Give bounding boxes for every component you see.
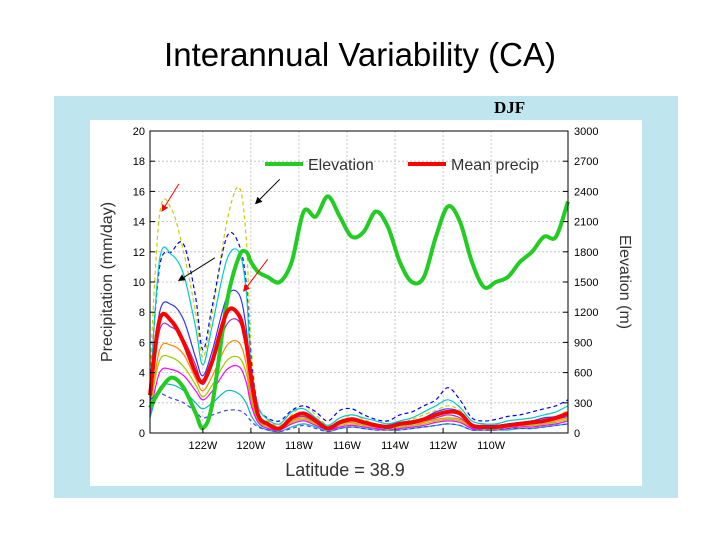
- plot-area: 0 2 4 6 8 10 12 14 16 18 20 0 300 600 900 1200 1500 1800 2…: [90, 120, 642, 486]
- mean-precip-line: [148, 306, 569, 431]
- annotation-arrow: [254, 178, 281, 205]
- legend-label: Mean precip: [451, 157, 539, 174]
- annotation-arrow: [161, 183, 180, 212]
- y2tick-label: 300: [574, 398, 592, 410]
- ytick-label: 16: [133, 186, 145, 198]
- x-axis-label: Latitude = 38.9: [285, 460, 405, 480]
- legend: Elevation Mean precip: [265, 157, 539, 174]
- ytick-label: 8: [139, 307, 145, 319]
- annotation-arrows: [161, 178, 281, 292]
- ytick-label: 18: [133, 156, 145, 168]
- y2tick-label: 900: [574, 337, 592, 349]
- xtick-label: 112W: [429, 440, 458, 452]
- y2tick-label: 1200: [574, 307, 598, 319]
- elevation-line: [148, 194, 570, 431]
- ytick-label: 10: [133, 277, 145, 289]
- y2tick-label: 2100: [574, 217, 598, 229]
- annotation-arrow: [177, 257, 216, 282]
- y2tick-label: 1800: [574, 247, 598, 259]
- ytick-label: 14: [133, 217, 145, 229]
- xtick-label: 114W: [381, 440, 410, 452]
- series-group: [148, 186, 570, 433]
- ticks: 0 2 4 6 8 10 12 14 16 18 20 0 300 600 900 1200 1500 1800 2…: [133, 126, 599, 452]
- y2tick-label: 1500: [574, 277, 598, 289]
- xtick-label: 120W: [237, 440, 266, 452]
- ytick-label: 2: [139, 398, 145, 410]
- y2tick-label: 600: [574, 368, 592, 380]
- xtick-label: 118W: [285, 440, 314, 452]
- y2tick-label: 2700: [574, 156, 598, 168]
- y2tick-label: 2400: [574, 186, 598, 198]
- ensemble-member-3-line: [149, 246, 569, 427]
- ensemble-member-10-line: [149, 393, 569, 433]
- precip-elevation-chart: 0 2 4 6 8 10 12 14 16 18 20 0 300 600 900 1200 1500 1800 2…: [99, 126, 633, 480]
- y2tick-label: 3000: [574, 126, 598, 138]
- ytick-label: 20: [133, 126, 145, 138]
- y2-axis-label: Elevation (m): [616, 235, 633, 329]
- grid: [150, 131, 568, 433]
- y-axis-label: Precipitation (mm/day): [99, 202, 116, 362]
- season-label: DJF: [494, 98, 526, 117]
- legend-label: Elevation: [308, 157, 374, 174]
- xtick-label: 110W: [477, 440, 506, 452]
- ytick-label: 0: [139, 428, 145, 440]
- ensemble-member-5-line: [149, 318, 569, 430]
- ytick-label: 4: [139, 368, 145, 380]
- ytick-label: 12: [133, 247, 145, 259]
- annotation-arrow: [243, 259, 269, 292]
- ytick-label: 6: [139, 337, 145, 349]
- ensemble-member-2-line: [149, 231, 569, 422]
- slide-title: Interannual Variability (CA): [164, 36, 556, 73]
- xtick-label: 122W: [188, 440, 217, 452]
- xtick-label: 116W: [333, 440, 362, 452]
- y2tick-label: 0: [574, 428, 580, 440]
